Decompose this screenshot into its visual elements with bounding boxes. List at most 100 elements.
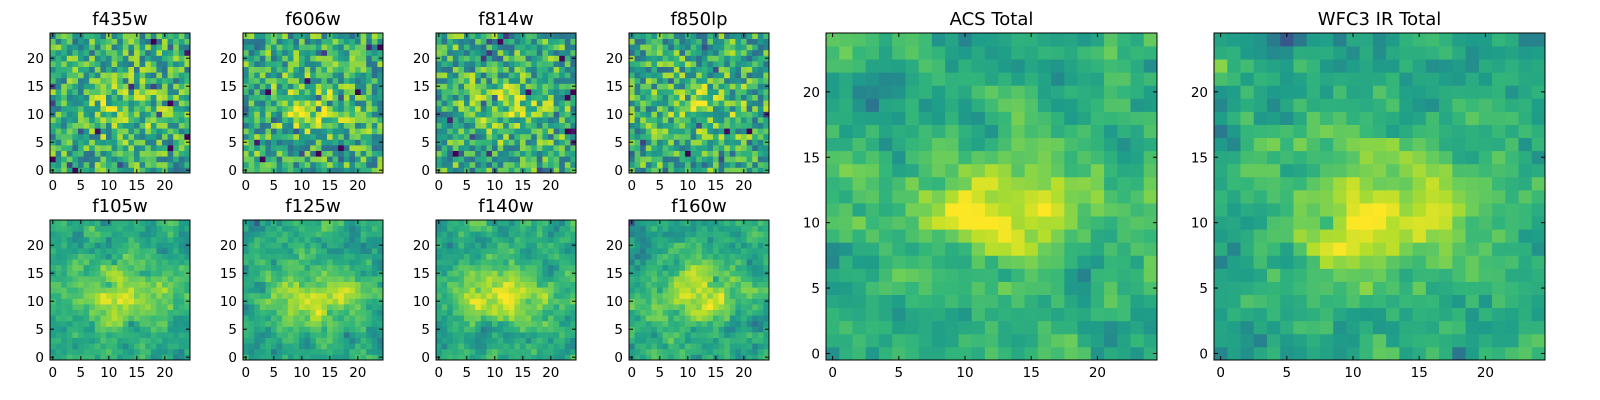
- heatmap-cell: [343, 133, 350, 140]
- heatmap-cell: [259, 320, 266, 327]
- heatmap-cell: [458, 128, 465, 135]
- heatmap-cell: [287, 315, 294, 322]
- heatmap-cell: [701, 55, 708, 62]
- heatmap-cell: [679, 343, 686, 350]
- heatmap-cell: [713, 276, 719, 282]
- heatmap-cell: [122, 292, 129, 299]
- heatmap-cell: [559, 77, 566, 84]
- heatmap-cell: [343, 270, 350, 277]
- heatmap-cell: [287, 33, 294, 39]
- heatmap-cell: [332, 117, 339, 123]
- y-tick-label: 0: [614, 163, 623, 179]
- heatmap-cell: [178, 100, 185, 107]
- heatmap-cell: [349, 55, 356, 62]
- heatmap-cell: [690, 128, 697, 135]
- heatmap-cell: [741, 343, 747, 350]
- heatmap-cell: [162, 44, 168, 51]
- heatmap-cell: [304, 139, 311, 146]
- heatmap-cell: [713, 38, 719, 45]
- heatmap-cell: [497, 287, 504, 294]
- heatmap-cell: [78, 117, 84, 123]
- heatmap-cell: [718, 281, 725, 288]
- y-tick-label: 15: [606, 79, 623, 95]
- heatmap-cell: [106, 145, 112, 151]
- heatmap-cell: [287, 270, 294, 277]
- heatmap-cell: [156, 49, 163, 56]
- heatmap-cell: [503, 270, 510, 277]
- heatmap-cell: [525, 150, 532, 157]
- heatmap-cell: [61, 264, 68, 271]
- heatmap-cell: [640, 38, 647, 45]
- heatmap-cell: [679, 298, 686, 305]
- heatmap-cell: [265, 253, 272, 260]
- heatmap-cell: [299, 77, 305, 84]
- heatmap-cell: [349, 281, 356, 288]
- heatmap-cell: [360, 292, 367, 299]
- heatmap-cell: [531, 133, 538, 140]
- heatmap-cell: [173, 348, 180, 355]
- heatmap-cell: [520, 66, 526, 73]
- heatmap-cell: [271, 111, 277, 118]
- heatmap-cell: [50, 348, 56, 355]
- heatmap-cell: [514, 276, 521, 282]
- heatmap-cell: [248, 332, 255, 338]
- heatmap-cell: [271, 343, 277, 350]
- heatmap-cell: [645, 128, 652, 135]
- heatmap-cell: [724, 111, 731, 118]
- heatmap-cell: [259, 111, 266, 118]
- heatmap-cell: [282, 264, 289, 271]
- heatmap-cell: [173, 298, 180, 305]
- heatmap-cell: [167, 220, 174, 226]
- heatmap-cell: [271, 49, 277, 56]
- heatmap-cell: [371, 259, 378, 266]
- heatmap-cell: [259, 100, 266, 107]
- heatmap-cell: [321, 315, 328, 322]
- heatmap-cell: [248, 220, 255, 226]
- x-tick-label: 10: [293, 178, 310, 194]
- heatmap-cell: [707, 77, 714, 84]
- heatmap-cell: [645, 55, 652, 62]
- heatmap-cell: [287, 100, 294, 107]
- heatmap-cell: [436, 332, 442, 338]
- heatmap-cell: [338, 225, 345, 232]
- heatmap-cell: [724, 276, 731, 282]
- heatmap-cell: [94, 61, 101, 67]
- heatmap-cell: [629, 133, 635, 140]
- heatmap-cell: [746, 315, 753, 322]
- heatmap-cell: [167, 231, 174, 238]
- heatmap-cell: [570, 122, 577, 129]
- heatmap-cell: [371, 242, 378, 249]
- heatmap-cell: [757, 128, 764, 135]
- heatmap-cell: [248, 259, 255, 266]
- heatmap-cell: [452, 292, 459, 299]
- heatmap-cell: [548, 231, 554, 238]
- heatmap-cell: [564, 220, 571, 226]
- heatmap-cell: [66, 332, 73, 338]
- heatmap-cell: [282, 100, 289, 107]
- heatmap-cell: [701, 117, 708, 123]
- heatmap-cell: [145, 72, 152, 79]
- heatmap-cell: [122, 309, 129, 316]
- heatmap-cell: [106, 287, 112, 294]
- heatmap-cell: [757, 332, 764, 338]
- heatmap-cell: [156, 225, 163, 232]
- heatmap-cell: [315, 354, 322, 361]
- heatmap-cell: [150, 242, 157, 249]
- heatmap-cell: [685, 320, 691, 327]
- heatmap-cell: [78, 343, 84, 350]
- heatmap-cell: [668, 287, 675, 294]
- heatmap-cell: [707, 100, 714, 107]
- heatmap-cell: [645, 287, 652, 294]
- heatmap-cell: [276, 253, 283, 260]
- heatmap-cell: [553, 156, 560, 163]
- heatmap-cell: [640, 276, 647, 282]
- heatmap-cell: [531, 236, 538, 243]
- heatmap-cell: [564, 44, 571, 51]
- heatmap-cell: [629, 332, 635, 338]
- heatmap-cell: [713, 55, 719, 62]
- heatmap-cell: [464, 225, 470, 232]
- heatmap-cell: [629, 161, 635, 168]
- heatmap-cell: [685, 105, 691, 112]
- heatmap-cell: [343, 343, 350, 350]
- heatmap-cell: [299, 348, 305, 355]
